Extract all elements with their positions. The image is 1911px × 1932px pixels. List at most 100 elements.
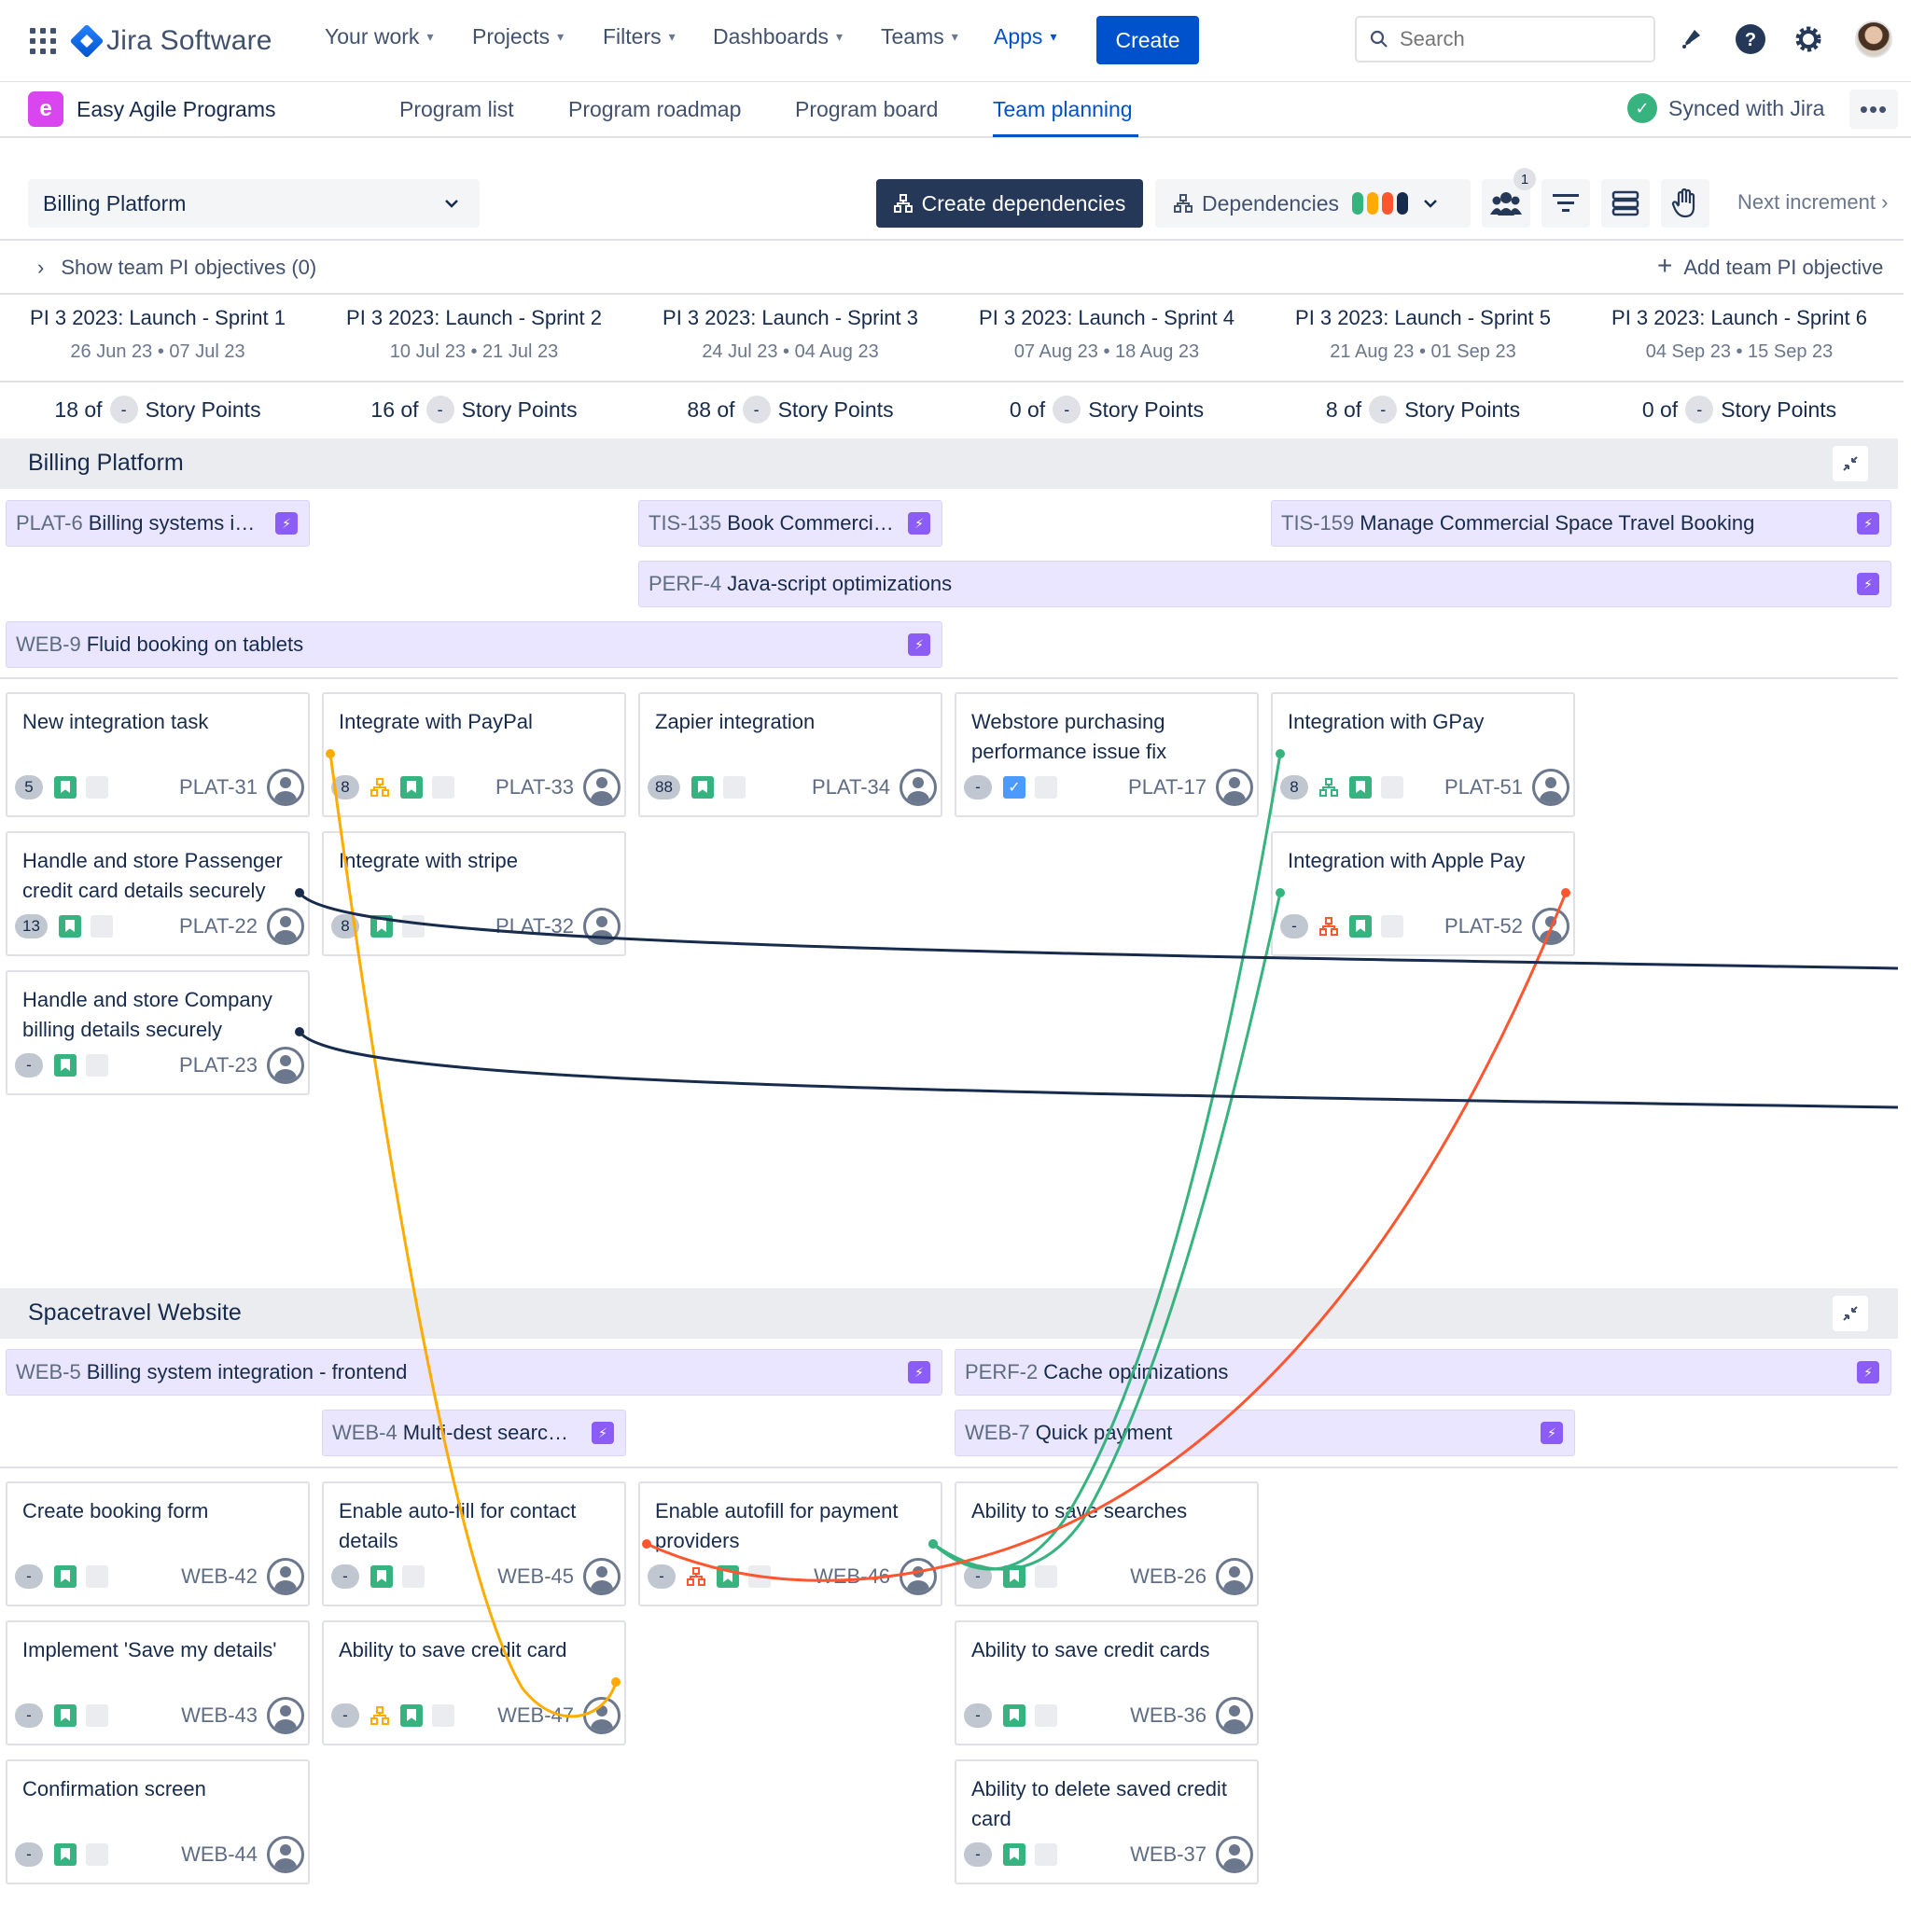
estimate-badge[interactable]: 8 — [331, 914, 359, 938]
estimate-badge[interactable]: 13 — [15, 914, 48, 938]
estimate-badge[interactable]: - — [1280, 914, 1308, 938]
issue-key[interactable]: WEB-46 — [814, 1564, 890, 1588]
nav-projects[interactable]: Projects ▾ — [472, 24, 565, 49]
dependencies-dropdown[interactable]: Dependencies — [1155, 179, 1471, 228]
capacity-value[interactable]: - — [1685, 396, 1714, 424]
estimate-badge[interactable]: - — [964, 1564, 992, 1589]
feature-bar[interactable]: WEB-4 Multi-dest searc… ⚡ — [322, 1410, 626, 1456]
jira-logo[interactable]: Jira Software — [69, 22, 272, 60]
estimate-badge[interactable]: - — [15, 1564, 43, 1589]
tab-program-list[interactable]: Program list — [399, 97, 514, 121]
issue-card[interactable]: Confirmation screen - WEB-44 — [6, 1759, 310, 1884]
issue-key[interactable]: WEB-47 — [497, 1703, 574, 1727]
feature-bar[interactable]: PLAT-6 Billing systems i… ⚡ — [6, 500, 310, 547]
unassigned-avatar-icon[interactable] — [1216, 1558, 1253, 1595]
issue-key[interactable]: PLAT-23 — [179, 1053, 258, 1077]
issue-key[interactable]: PLAT-34 — [812, 775, 890, 799]
app-switcher-icon[interactable] — [30, 28, 56, 54]
estimate-badge[interactable]: - — [331, 1564, 359, 1589]
issue-card[interactable]: Ability to delete saved credit card - WE… — [955, 1759, 1259, 1884]
tab-program-roadmap[interactable]: Program roadmap — [568, 97, 742, 121]
capacity-value[interactable]: - — [742, 396, 771, 424]
nav-apps[interactable]: Apps ▾ — [994, 24, 1057, 49]
feature-bar[interactable]: TIS-135 Book Commerci… ⚡ — [638, 500, 942, 547]
feature-bar[interactable]: PERF-4 Java-script optimizations ⚡ — [638, 561, 1891, 607]
nav-teams[interactable]: Teams ▾ — [881, 24, 958, 49]
issue-card[interactable]: Implement 'Save my details' - WEB-43 — [6, 1620, 310, 1745]
next-increment-link[interactable]: Next increment › — [1737, 190, 1889, 214]
unassigned-avatar-icon[interactable] — [583, 908, 621, 945]
issue-key[interactable]: WEB-37 — [1130, 1842, 1207, 1866]
unassigned-avatar-icon[interactable] — [267, 1558, 304, 1595]
unassigned-avatar-icon[interactable] — [267, 908, 304, 945]
unassigned-avatar-icon[interactable] — [1532, 769, 1569, 806]
issue-card[interactable]: Zapier integration 88 PLAT-34 — [638, 692, 942, 817]
tab-team-planning[interactable]: Team planning — [993, 97, 1133, 121]
issue-key[interactable]: PLAT-22 — [179, 914, 258, 938]
issue-key[interactable]: PLAT-33 — [495, 775, 574, 799]
feature-bar[interactable]: WEB-5 Billing system integration - fronte… — [6, 1349, 942, 1396]
unassigned-avatar-icon[interactable] — [1532, 908, 1569, 945]
search-input[interactable] — [1400, 27, 1614, 51]
issue-key[interactable]: PLAT-17 — [1128, 775, 1207, 799]
unassigned-avatar-icon[interactable] — [583, 769, 621, 806]
issue-card[interactable]: Integrate with PayPal 8 PLAT-33 — [322, 692, 626, 817]
capacity-value[interactable]: - — [109, 396, 138, 424]
unassigned-avatar-icon[interactable] — [900, 1558, 937, 1595]
issue-card[interactable]: Ability to save credit card - WEB-47 — [322, 1620, 626, 1745]
show-objectives-toggle[interactable]: › Show team PI objectives (0) — [37, 256, 317, 279]
issue-key[interactable]: WEB-44 — [181, 1842, 258, 1866]
issue-card[interactable]: Create booking form - WEB-42 — [6, 1481, 310, 1606]
issue-card[interactable]: Ability to save searches - WEB-26 — [955, 1481, 1259, 1606]
filter-button[interactable] — [1541, 179, 1590, 228]
unassigned-avatar-icon[interactable] — [583, 1697, 621, 1734]
notifications-icon[interactable] — [1672, 21, 1709, 58]
estimate-badge[interactable]: - — [964, 775, 992, 799]
estimate-badge[interactable]: 8 — [331, 775, 359, 799]
issue-card[interactable]: Ability to save credit cards - WEB-36 — [955, 1620, 1259, 1745]
add-objective-button[interactable]: + Add team PI objective — [1657, 251, 1884, 280]
issue-card[interactable]: Integrate with stripe 8 PLAT-32 — [322, 831, 626, 956]
more-options-button[interactable]: ••• — [1849, 90, 1898, 129]
create-button[interactable]: Create — [1096, 16, 1199, 64]
collapse-button[interactable] — [1833, 1296, 1868, 1331]
issue-card[interactable]: Handle and store Passenger credit card d… — [6, 831, 310, 956]
issue-key[interactable]: WEB-42 — [181, 1564, 258, 1588]
estimate-badge[interactable]: - — [964, 1842, 992, 1867]
search-box[interactable] — [1355, 16, 1655, 63]
unassigned-avatar-icon[interactable] — [267, 1836, 304, 1873]
capacity-value[interactable]: - — [1369, 396, 1398, 424]
issue-card[interactable]: Integration with Apple Pay - PLAT-52 — [1271, 831, 1575, 956]
unassigned-avatar-icon[interactable] — [267, 1697, 304, 1734]
feature-bar[interactable]: TIS-159 Manage Commercial Space Travel Bo… — [1271, 500, 1891, 547]
unassigned-avatar-icon[interactable] — [1216, 769, 1253, 806]
issue-key[interactable]: WEB-26 — [1130, 1564, 1207, 1588]
people-button[interactable] — [1482, 179, 1530, 228]
issue-card[interactable]: Integration with GPay 8 PLAT-51 — [1271, 692, 1575, 817]
feature-bar[interactable]: PERF-2 Cache optimizations ⚡ — [955, 1349, 1891, 1396]
estimate-badge[interactable]: 88 — [648, 775, 680, 799]
team-select[interactable]: Billing Platform — [28, 179, 480, 228]
capacity-value[interactable]: - — [425, 396, 454, 424]
help-icon[interactable]: ? — [1732, 21, 1769, 58]
user-avatar[interactable] — [1855, 21, 1892, 58]
estimate-badge[interactable]: - — [331, 1703, 359, 1728]
unassigned-avatar-icon[interactable] — [900, 769, 937, 806]
dependency-line[interactable] — [646, 892, 1568, 1582]
issue-card[interactable]: New integration task 5 PLAT-31 — [6, 692, 310, 817]
nav-dashboards[interactable]: Dashboards ▾ — [713, 24, 844, 49]
issue-key[interactable]: WEB-36 — [1130, 1703, 1207, 1727]
nav-your-work[interactable]: Your work ▾ — [325, 24, 434, 49]
issue-key[interactable]: PLAT-51 — [1444, 775, 1523, 799]
issue-key[interactable]: WEB-43 — [181, 1703, 258, 1727]
issue-card[interactable]: Enable autofill for payment providers - … — [638, 1481, 942, 1606]
create-dependencies-button[interactable]: Create dependencies — [876, 179, 1143, 228]
nav-filters[interactable]: Filters ▾ — [603, 24, 676, 49]
estimate-badge[interactable]: 8 — [1280, 775, 1308, 799]
estimate-badge[interactable]: 5 — [15, 775, 43, 799]
estimate-badge[interactable]: - — [15, 1703, 43, 1728]
estimate-badge[interactable]: - — [15, 1053, 43, 1077]
issue-card[interactable]: Handle and store Company billing details… — [6, 970, 310, 1095]
settings-gear-icon[interactable] — [1790, 21, 1827, 58]
estimate-badge[interactable]: - — [964, 1703, 992, 1728]
